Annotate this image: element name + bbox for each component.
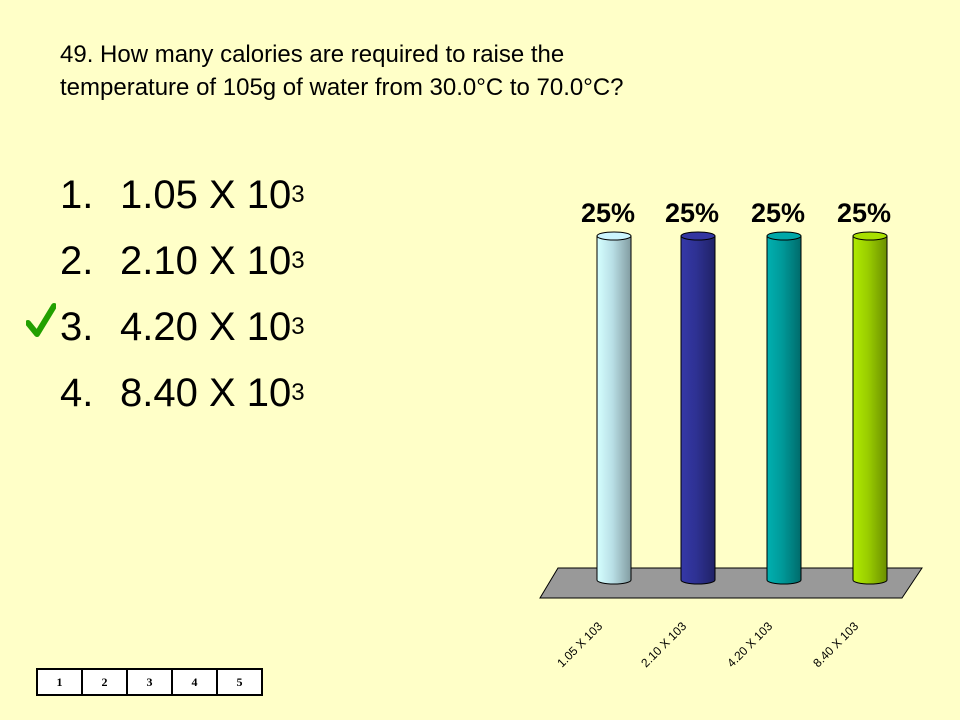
chart-bar-3 <box>766 235 802 585</box>
question-line-1: 49. How many calories are required to ra… <box>60 41 565 68</box>
chart-bar-1 <box>596 235 632 585</box>
answer-exponent: 3 <box>291 181 305 208</box>
chart-data-label-2: 25% <box>665 198 719 228</box>
answer-number: 2. <box>60 239 94 283</box>
checkmark-icon <box>26 303 56 337</box>
chart-bar-4 <box>852 235 888 585</box>
chart-category-label-3: 4.20 X 103 <box>724 619 775 670</box>
counter-cell-3[interactable]: 3 <box>128 670 173 694</box>
answer-base: 4.20 X 10 <box>120 305 292 349</box>
counter-cell-4[interactable]: 4 <box>173 670 218 694</box>
answer-base: 8.40 X 10 <box>120 371 292 415</box>
answer-text: 2.10 X 103 <box>120 234 305 288</box>
answer-text: 4.20 X 103 <box>120 300 305 354</box>
chart-data-label-3: 25% <box>751 198 805 228</box>
chart-data-label-1: 25% <box>581 198 635 228</box>
answer-number: 3. <box>60 305 94 349</box>
chart-bar-top-3 <box>766 231 802 241</box>
chart-bar-2 <box>680 235 716 585</box>
answer-base: 2.10 X 10 <box>120 239 292 283</box>
chart-bar-top-2 <box>680 231 716 241</box>
response-chart: 25% 1.05 X 103 25% 2.10 X 103 25% 4.20 X 103 2… <box>539 198 923 670</box>
chart-category-label-2: 2.10 X 103 <box>638 619 689 670</box>
chart-data-label-4: 25% <box>837 198 891 228</box>
counter-cell-1[interactable]: 1 <box>38 670 83 694</box>
chart-category-label-4: 8.40 X 103 <box>810 619 861 670</box>
answer-number: 4. <box>60 371 94 415</box>
chart-bar-top-4 <box>852 231 888 241</box>
answer-exponent: 3 <box>291 313 305 340</box>
answer-text: 1.05 X 103 <box>120 168 305 222</box>
question-text: 49. How many calories are required to ra… <box>60 38 920 104</box>
response-counter: 1 2 3 4 5 <box>36 668 263 696</box>
answer-exponent: 3 <box>291 247 305 274</box>
counter-cell-2[interactable]: 2 <box>83 670 128 694</box>
chart-category-label-1: 1.05 X 103 <box>554 619 605 670</box>
answer-number: 1. <box>60 173 94 217</box>
counter-cell-5[interactable]: 5 <box>236 675 243 689</box>
answer-text: 8.40 X 103 <box>120 366 305 420</box>
question-line-2: temperature of 105g of water from 30.0°C… <box>60 74 624 101</box>
chart-bar-top-1 <box>596 231 632 241</box>
answer-exponent: 3 <box>291 379 305 406</box>
answer-base: 1.05 X 10 <box>120 173 292 217</box>
